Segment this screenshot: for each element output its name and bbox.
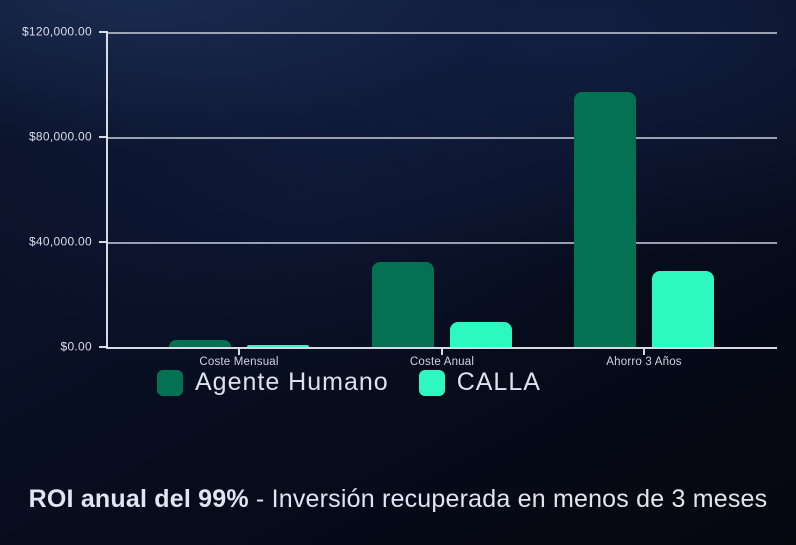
- chart-legend: Agente Humano CALLA: [157, 368, 541, 397]
- y-axis-tick-label: $0.00: [60, 339, 92, 354]
- roi-caption-highlight: ROI anual del 99%: [28, 485, 249, 513]
- x-axis-category-label: Coste Anual: [409, 356, 475, 368]
- agente-humano-color-swatch: [157, 369, 183, 396]
- legend-item-calla: CALLA: [418, 368, 541, 397]
- y-axis-tick-label: $120,000.00: [21, 24, 92, 39]
- legend-label-calla: CALLA: [456, 368, 541, 396]
- x-axis-tick-mark: [441, 349, 443, 355]
- bar-calla: [247, 344, 309, 347]
- bar-calla: [652, 271, 714, 347]
- bar-agente-humano: [169, 339, 231, 347]
- bar-chart-plot-area: $120,000.00 $80,000.00 $40,000.00 $0.00 Cost…: [22, 25, 777, 368]
- roi-caption: ROI anual del 99% - Inversión recuperada…: [0, 485, 796, 514]
- y-axis-tick-label: $80,000.00: [28, 129, 92, 144]
- legend-label-agente-humano: Agente Humano: [195, 368, 389, 396]
- y-axis-tick-mark: [99, 31, 108, 33]
- bar-group-2: [372, 261, 512, 347]
- y-axis-tick-mark: [99, 241, 108, 243]
- y-axis-tick-mark: [99, 346, 108, 348]
- bar-group-3: [574, 91, 714, 347]
- calla-color-swatch: [418, 369, 445, 396]
- bar-agente-humano: [574, 91, 636, 347]
- legend-item-agente-humano: Agente Humano: [157, 368, 389, 397]
- x-axis-tick-mark: [643, 349, 645, 355]
- x-axis-category-label: Coste Mensual: [199, 356, 279, 368]
- x-axis-tick-mark: [238, 349, 240, 355]
- y-axis-tick-mark: [99, 136, 108, 138]
- bar-calla: [450, 321, 512, 347]
- bar-group-1: [169, 339, 309, 347]
- bar-agente-humano: [372, 261, 434, 347]
- roi-caption-rest: - Inversión recuperada en menos de 3 mes…: [248, 485, 768, 513]
- gridline: [108, 32, 777, 34]
- y-axis-tick-label: $40,000.00: [28, 234, 92, 249]
- x-axis-category-label: Ahorro 3 Años: [606, 356, 682, 368]
